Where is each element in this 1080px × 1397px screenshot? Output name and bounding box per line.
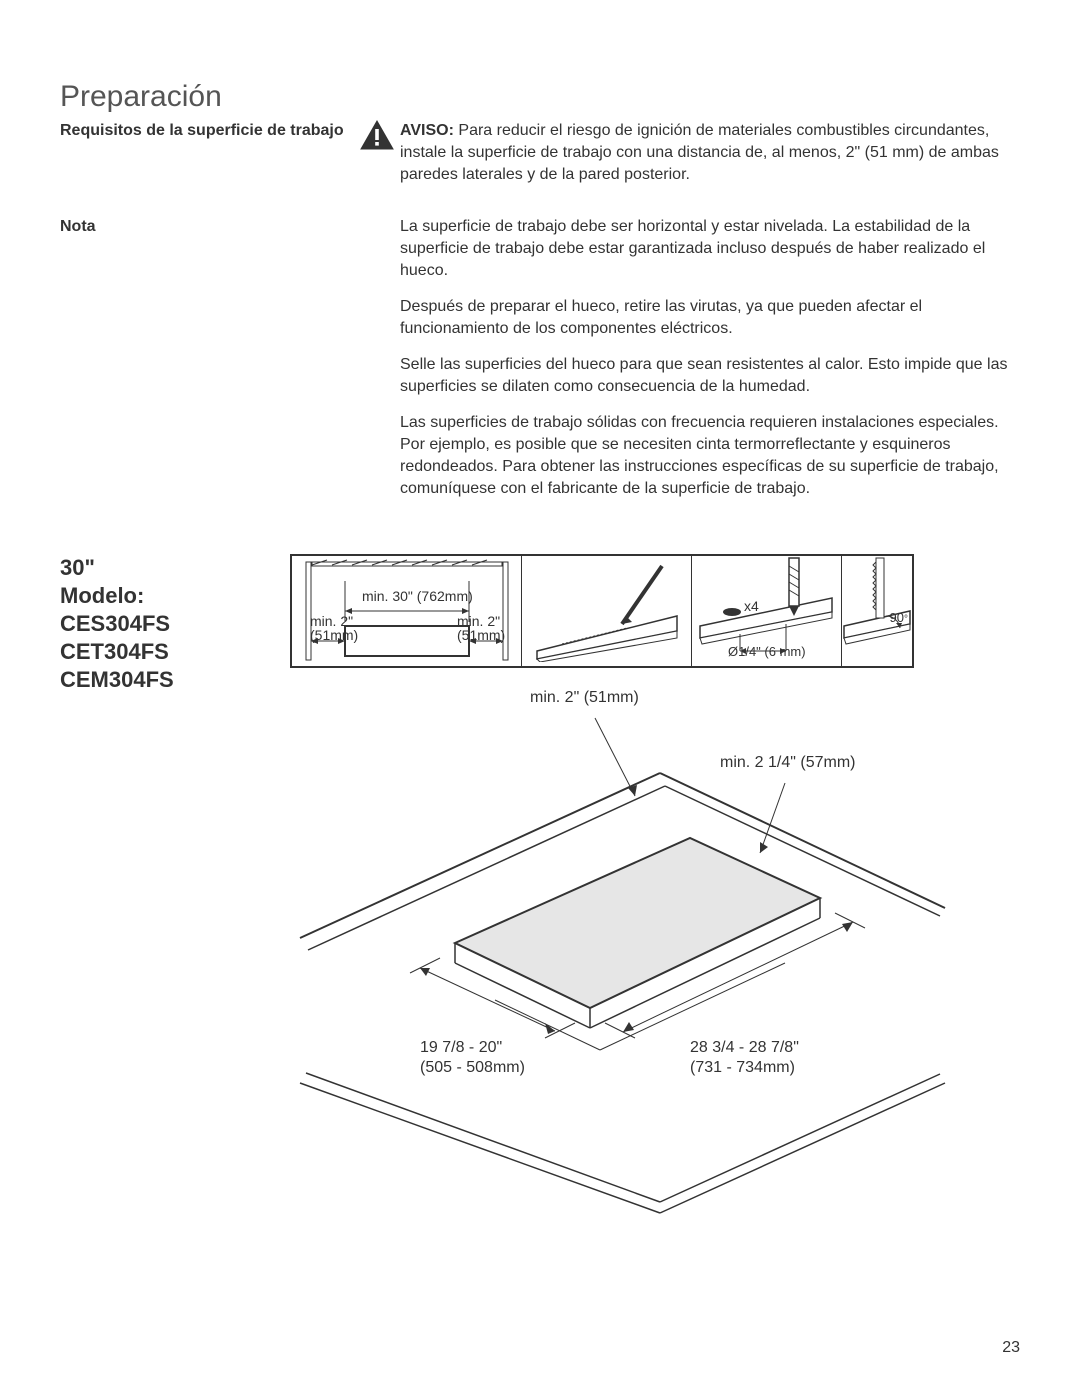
spacer-col (360, 216, 400, 514)
dim-depth1: 19 7/8 - 20" (420, 1039, 502, 1056)
dim-top: min. 2" (51mm) (530, 688, 639, 708)
model-size: 30" (60, 554, 280, 582)
dim-min2b-mm: (51mm) (457, 627, 505, 643)
panel-clearance: min. 30" (762mm) min. 2" (51mm) min. 2" … (292, 556, 522, 666)
aviso-paragraph: AVISO: Para reducir el riesgo de ignició… (400, 120, 1020, 186)
aviso-text-block: AVISO: Para reducir el riesgo de ignició… (400, 120, 1020, 200)
scribe-svg (522, 556, 692, 662)
drill-size: Ø1/4" (6 mm) (728, 644, 806, 659)
dim-right: min. 2 1/4" (57mm) (720, 753, 856, 773)
angle-90: 90 (890, 610, 904, 625)
model-label-block: 30" Modelo: CES304FS CET304FS CEM304FS (60, 554, 280, 1218)
diagram-area: min. 30" (762mm) min. 2" (51mm) min. 2" … (280, 554, 1020, 1218)
model-section: 30" Modelo: CES304FS CET304FS CEM304FS (60, 554, 1020, 1218)
section-nota: Nota La superficie de trabajo debe ser h… (60, 216, 1020, 514)
nota-p3: Selle las superficies del hueco para que… (400, 354, 1020, 398)
cutout-diagram: min. 2" (51mm) min. 2 1/4" (57mm) 19 7/8… (290, 678, 950, 1218)
dim-width1: 28 3/4 - 28 7/8" (690, 1039, 799, 1056)
model-1: CES304FS (60, 610, 280, 638)
dim-depth2: (505 - 508mm) (420, 1059, 525, 1076)
clearance-svg (292, 556, 522, 662)
aviso-label: AVISO: (400, 122, 454, 139)
top-diagram: min. 30" (762mm) min. 2" (51mm) min. 2" … (290, 554, 914, 668)
panel-saw: 90° (842, 556, 912, 666)
nota-p2: Después de preparar el hueco, retire las… (400, 296, 1020, 340)
saw-svg (842, 556, 912, 662)
page-title: Preparación (60, 80, 1020, 114)
nota-p4: Las superficies de trabajo sólidas con f… (400, 412, 1020, 500)
dim-width2: (731 - 734mm) (690, 1059, 795, 1076)
requisitos-label: Requisitos de la superficie de trabajo (60, 120, 360, 200)
nota-text-block: La superficie de trabajo debe ser horizo… (400, 216, 1020, 514)
model-3: CEM304FS (60, 666, 280, 694)
page-number: 23 (1002, 1339, 1020, 1357)
nota-label: Nota (60, 216, 360, 514)
x4-label: x4 (744, 598, 759, 614)
warning-icon-col (360, 120, 400, 200)
nota-p1: La superficie de trabajo debe ser horizo… (400, 216, 1020, 282)
section-requisitos: Requisitos de la superficie de trabajo A… (60, 120, 1020, 200)
warning-icon (360, 120, 394, 150)
manual-page: Preparación Requisitos de la superficie … (0, 0, 1080, 1397)
panel-drill: x4 Ø1/4" (6 mm) (692, 556, 842, 666)
aviso-body: Para reducir el riesgo de ignición de ma… (400, 122, 999, 183)
panel-scribe (522, 556, 692, 666)
dim-min2a-mm: (51mm) (310, 627, 358, 643)
model-2: CET304FS (60, 638, 280, 666)
model-word: Modelo: (60, 582, 280, 610)
dim-min30: min. 30" (762mm) (362, 588, 473, 604)
